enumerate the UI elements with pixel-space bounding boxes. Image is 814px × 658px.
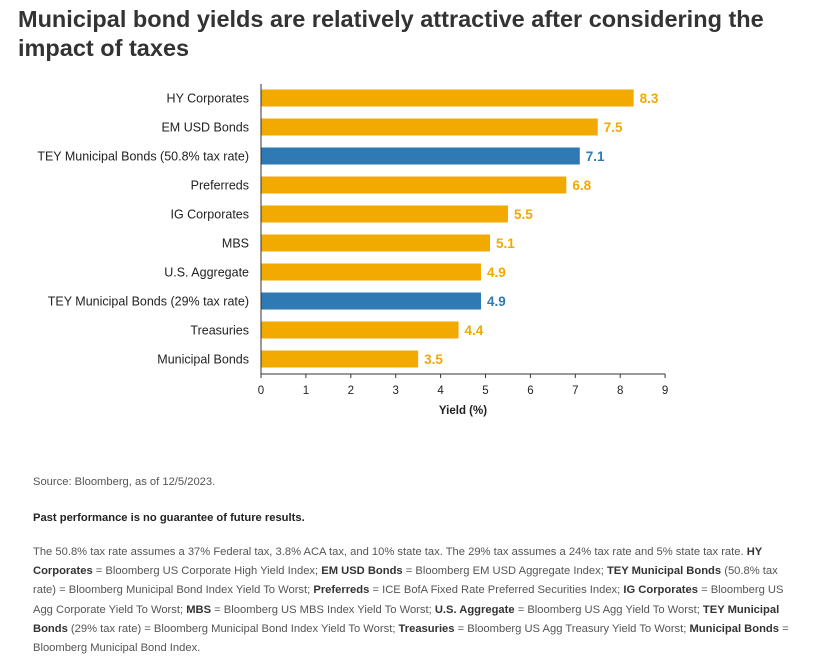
bar-tey-municipal-bonds-29-tax-rate [261,292,482,310]
index-definition: = Bloomberg US MBS Index Yield To Worst; [211,603,435,616]
index-definition: = Bloomberg US Corporate High Yield Inde… [92,565,322,578]
value-label-municipal-bonds: 3.5 [424,352,443,367]
index-definition: = Bloomberg EM USD Aggregate Index; [402,565,607,578]
category-label-em-usd-bonds: EM USD Bonds [161,121,249,135]
index-definition: The 50.8% tax rate assumes a 37% Federal… [33,546,747,558]
value-label-tey-municipal-bonds-50-8-tax-rate: 7.1 [586,149,605,164]
category-label-preferreds: Preferreds [191,179,249,193]
value-label-em-usd-bonds: 7.5 [604,120,623,135]
index-term: Preferreds [313,584,370,597]
category-label-treasuries: Treasuries [190,324,249,338]
x-tick-label: 4 [437,385,444,397]
index-term: HY Corporates [33,546,763,578]
bar-preferreds [261,176,567,194]
index-term: IG Corporates [623,584,698,597]
category-label-mbs: MBS [222,237,249,251]
x-tick-label: 6 [527,385,533,397]
index-term: TEY Municipal Bonds [606,565,722,578]
category-label-u-s-aggregate: U.S. Aggregate [164,266,249,280]
x-tick-label: 7 [572,385,578,397]
source-note: Source: Bloomberg, as of 12/5/2023. [33,476,216,488]
bar-u-s-aggregate [261,263,482,281]
bar-treasuries [261,321,459,339]
x-tick-label: 2 [348,385,354,397]
value-label-tey-municipal-bonds-29-tax-rate: 4.9 [487,294,506,309]
index-term: TEY Municipal Bonds [33,603,780,635]
bar-municipal-bonds [261,350,419,368]
x-tick-label: 0 [258,385,264,397]
category-label-tey-municipal-bonds-50-8-tax-rate: TEY Municipal Bonds (50.8% tax rate) [37,150,249,164]
x-tick-label: 3 [392,385,398,397]
bar-ig-corporates [261,205,508,223]
index-term: Municipal Bonds [689,622,779,635]
category-label-tey-municipal-bonds-29-tax-rate: TEY Municipal Bonds (29% tax rate) [48,295,249,309]
bars-layer: HY Corporates 8.3 EM USD Bonds 7.5 TEY Munic… [37,89,659,368]
x-tick-label: 9 [662,385,668,397]
index-definitions-note: The 50.8% tax rate assumes a 37% Federal… [33,543,793,658]
category-label-ig-corporates: IG Corporates [170,208,249,222]
value-label-mbs: 5.1 [496,236,515,251]
index-definition: = Bloomberg Municipal Bond Index. [33,622,789,655]
value-label-ig-corporates: 5.5 [514,207,533,222]
index-term: U.S. Aggregate [434,603,515,616]
x-tick-label: 5 [482,385,488,397]
index-definition: = Bloomberg US Agg Treasury Yield To Wor… [454,622,690,635]
index-term: Treasuries [398,622,455,635]
chart-title: Municipal bond yields are relatively att… [18,6,764,61]
value-label-hy-corporates: 8.3 [640,91,659,106]
category-label-hy-corporates: HY Corporates [167,92,249,106]
index-term: EM USD Bonds [321,565,403,578]
bar-chart: HY Corporates 8.3 EM USD Bonds 7.5 TEY Munic… [37,84,668,417]
bar-hy-corporates [261,89,634,107]
index-definition: (50.8% tax rate) = Bloomberg Municipal B… [33,565,778,597]
value-label-treasuries: 4.4 [465,323,484,338]
category-label-municipal-bonds: Municipal Bonds [157,353,249,367]
value-label-preferreds: 6.8 [572,178,591,193]
value-label-u-s-aggregate: 4.9 [487,265,506,280]
bar-em-usd-bonds [261,118,598,136]
index-definition: (29% tax rate) = Bloomberg Municipal Bon… [67,622,399,635]
x-tick-label: 1 [303,385,309,397]
bar-tey-municipal-bonds-50-8-tax-rate [261,147,580,165]
index-term: MBS [186,603,212,616]
past-performance-disclaimer: Past performance is no guarantee of futu… [33,512,305,524]
index-definition: = Bloomberg US Agg Yield To Worst; [514,603,703,616]
index-definition: = ICE BofA Fixed Rate Preferred Securiti… [369,584,624,597]
bar-mbs [261,234,490,252]
x-axis: 0 1 2 3 4 5 6 7 8 9 [258,84,668,397]
index-definition: = Bloomberg US Agg Corporate Yield To Wo… [33,584,784,616]
x-axis-title: Yield (%) [439,405,487,417]
x-tick-label: 8 [617,385,623,397]
